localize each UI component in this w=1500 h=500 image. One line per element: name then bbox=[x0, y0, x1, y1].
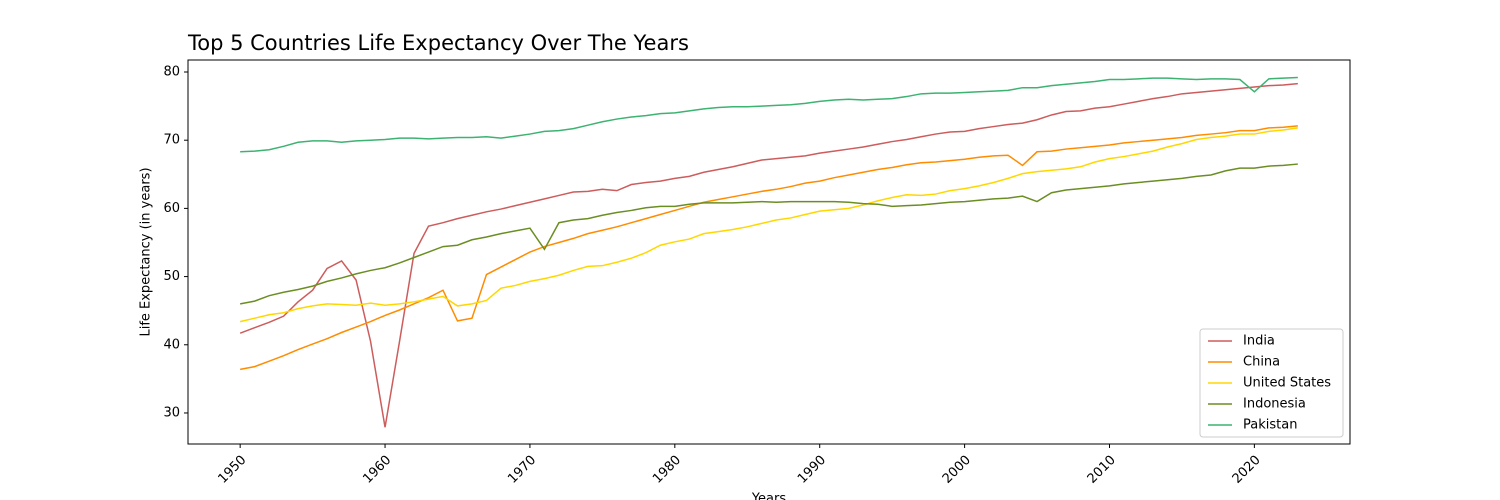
line-series bbox=[239, 127, 1298, 323]
y-tick-label: 70 bbox=[163, 133, 180, 148]
x-tick-label: 2000 bbox=[940, 453, 974, 487]
x-tick-label: 1970 bbox=[505, 453, 539, 487]
x-tick-label: 2010 bbox=[1085, 453, 1119, 487]
plot-frame bbox=[187, 59, 1351, 445]
x-tick-label: 1980 bbox=[650, 453, 684, 487]
legend-label: Pakistan bbox=[1243, 418, 1297, 433]
y-tick-label: 30 bbox=[163, 405, 180, 420]
x-tick-label: 2020 bbox=[1230, 453, 1264, 487]
y-tick-label: 40 bbox=[163, 337, 180, 352]
legend-box bbox=[1199, 328, 1344, 438]
line-series bbox=[240, 163, 1298, 305]
x-tick-label: 1990 bbox=[795, 453, 829, 487]
line-series bbox=[240, 125, 1298, 371]
x-axis-label: Years bbox=[751, 492, 787, 500]
y-axis-label: Life Expectancy (in years) bbox=[139, 167, 154, 336]
x-tick-label: 1950 bbox=[215, 453, 249, 487]
legend-label: Indonesia bbox=[1243, 397, 1306, 412]
line-series bbox=[240, 76, 1298, 153]
legend-label: United States bbox=[1243, 376, 1331, 391]
legend-label: China bbox=[1243, 355, 1280, 370]
legend-label: India bbox=[1243, 334, 1275, 349]
x-tick-label: 1960 bbox=[360, 453, 394, 487]
chart-title: Top 5 Countries Life Expectancy Over The… bbox=[187, 31, 689, 55]
y-tick-label: 60 bbox=[163, 201, 180, 216]
line-series bbox=[239, 82, 1298, 428]
y-tick-label: 50 bbox=[163, 269, 180, 284]
y-tick-label: 80 bbox=[163, 65, 180, 80]
